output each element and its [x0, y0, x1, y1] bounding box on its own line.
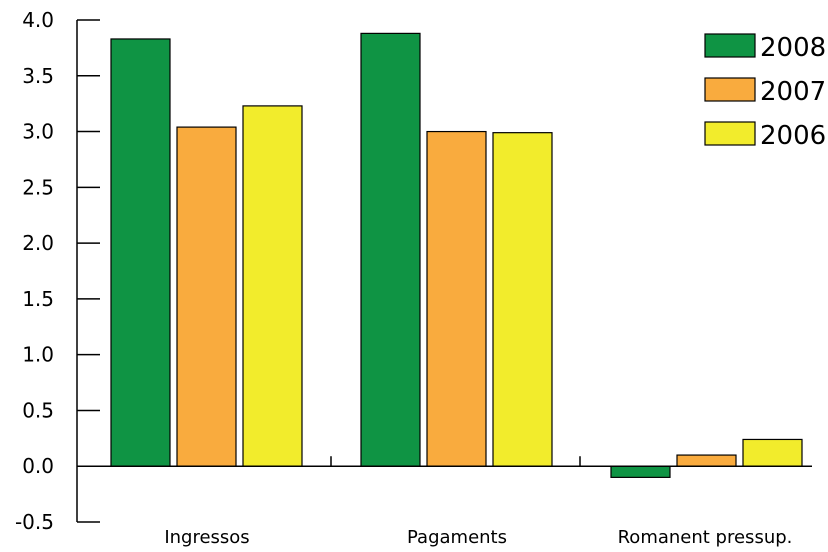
bar: [426, 130, 487, 467]
bars: [110, 32, 803, 478]
bar: [492, 132, 553, 467]
legend-swatch: [704, 121, 756, 146]
y-tick-label: 0.0: [22, 454, 54, 478]
bar: [242, 105, 303, 467]
legend: 2008 2007 2006: [704, 33, 826, 151]
y-tick-label: -0.5: [15, 510, 54, 534]
x-tick-label: Ingressos: [164, 527, 249, 547]
bar: [676, 454, 737, 467]
bar: [610, 465, 671, 478]
x-tick-label: Romanent pressup.: [618, 527, 793, 547]
y-tick-label: 4.0: [22, 8, 54, 32]
legend-label: 2007: [760, 77, 826, 107]
y-tick-label: 1.5: [22, 287, 54, 311]
y-ticks: -0.5 0.0 0.5 1.0 1.5 2.0 2.5 3.0 3.5 4.0: [15, 8, 100, 534]
legend-label: 2006: [760, 121, 826, 151]
legend-label: 2008: [760, 33, 826, 63]
legend-swatch: [704, 33, 756, 58]
x-tick-label: Pagaments: [407, 527, 507, 547]
y-tick-label: 3.0: [22, 120, 54, 144]
bar: [176, 126, 237, 467]
bar: [742, 438, 803, 467]
bar: [110, 38, 171, 467]
legend-swatch: [704, 77, 756, 102]
bar: [360, 32, 421, 467]
x-labels: Ingressos Pagaments Romanent pressup.: [164, 527, 793, 548]
y-tick-label: 1.0: [22, 343, 54, 367]
y-tick-label: 2.0: [22, 231, 54, 255]
y-tick-label: 2.5: [22, 175, 54, 199]
axes: [76, 20, 812, 522]
y-tick-label: 3.5: [22, 64, 54, 88]
y-tick-label: 0.5: [22, 398, 54, 422]
